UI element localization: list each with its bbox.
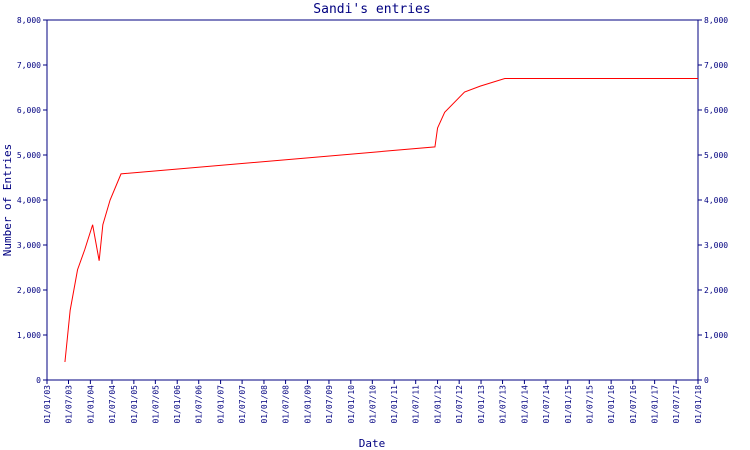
x-tick-label: 01/07/05	[151, 385, 160, 424]
y-tick-label: 1,000	[704, 331, 728, 340]
y-tick-label: 3,000	[704, 241, 728, 250]
y-tick-label: 6,000	[704, 106, 728, 115]
x-tick-label: 01/07/07	[238, 385, 247, 424]
y-tick-label: 2,000	[17, 286, 41, 295]
x-tick-label: 01/07/06	[195, 385, 204, 424]
data-line	[64, 78, 698, 363]
y-tick-label: 5,000	[17, 151, 41, 160]
x-tick-label: 01/07/09	[325, 385, 334, 424]
y-tick-label: 5,000	[704, 151, 728, 160]
x-tick-label: 01/01/07	[217, 385, 226, 424]
x-tick-label: 01/01/10	[347, 385, 356, 424]
y-tick-label: 6,000	[17, 106, 41, 115]
x-tick-label: 01/07/17	[672, 385, 681, 424]
x-tick-label: 01/07/12	[455, 385, 464, 424]
y-tick-label: 1,000	[17, 331, 41, 340]
y-tick-label: 4,000	[17, 196, 41, 205]
plot-frame	[46, 19, 699, 381]
x-tick-label: 01/01/18	[694, 385, 703, 424]
y-tick-label: 4,000	[704, 196, 728, 205]
x-tick-label: 01/01/05	[130, 385, 139, 424]
x-tick-label: 01/01/13	[477, 385, 486, 424]
chart-title: Sandi's entries	[313, 2, 430, 17]
x-tick-label: 01/07/11	[412, 385, 421, 424]
x-tick-label: 01/01/14	[520, 385, 529, 424]
x-axis-label: Date	[359, 437, 386, 450]
y-tick-label: 7,000	[17, 61, 41, 70]
y-tick-label: 0	[704, 376, 709, 385]
x-tick-label: 01/07/15	[585, 385, 594, 424]
y-axis-label: Number of Entries	[1, 144, 14, 257]
x-tick-label: 01/01/11	[390, 385, 399, 424]
x-tick-label: 01/01/17	[651, 385, 660, 424]
x-tick-label: 01/07/10	[368, 385, 377, 424]
x-tick-label: 01/07/13	[499, 385, 508, 424]
y-tick-label: 2,000	[704, 286, 728, 295]
x-tick-label: 01/07/14	[542, 385, 551, 424]
y-tick-label: 7,000	[704, 61, 728, 70]
x-tick-label: 01/07/03	[65, 385, 74, 424]
x-tick-label: 01/07/08	[282, 385, 291, 424]
x-tick-label: 01/01/08	[260, 385, 269, 424]
y-tick-label: 8,000	[704, 16, 728, 25]
x-tick-label: 01/01/16	[607, 385, 616, 424]
x-tick-label: 01/01/09	[303, 385, 312, 424]
x-tick-label: 01/01/03	[43, 385, 52, 424]
x-tick-label: 01/01/15	[564, 385, 573, 424]
y-tick-label: 3,000	[17, 241, 41, 250]
x-tick-label: 01/01/12	[434, 385, 443, 424]
y-tick-label: 8,000	[17, 16, 41, 25]
x-tick-label: 01/07/04	[108, 385, 117, 424]
y-tick-label: 0	[36, 376, 41, 385]
x-tick-label: 01/01/04	[86, 385, 95, 424]
x-tick-label: 01/01/06	[173, 385, 182, 424]
x-tick-label: 01/07/16	[629, 385, 638, 424]
